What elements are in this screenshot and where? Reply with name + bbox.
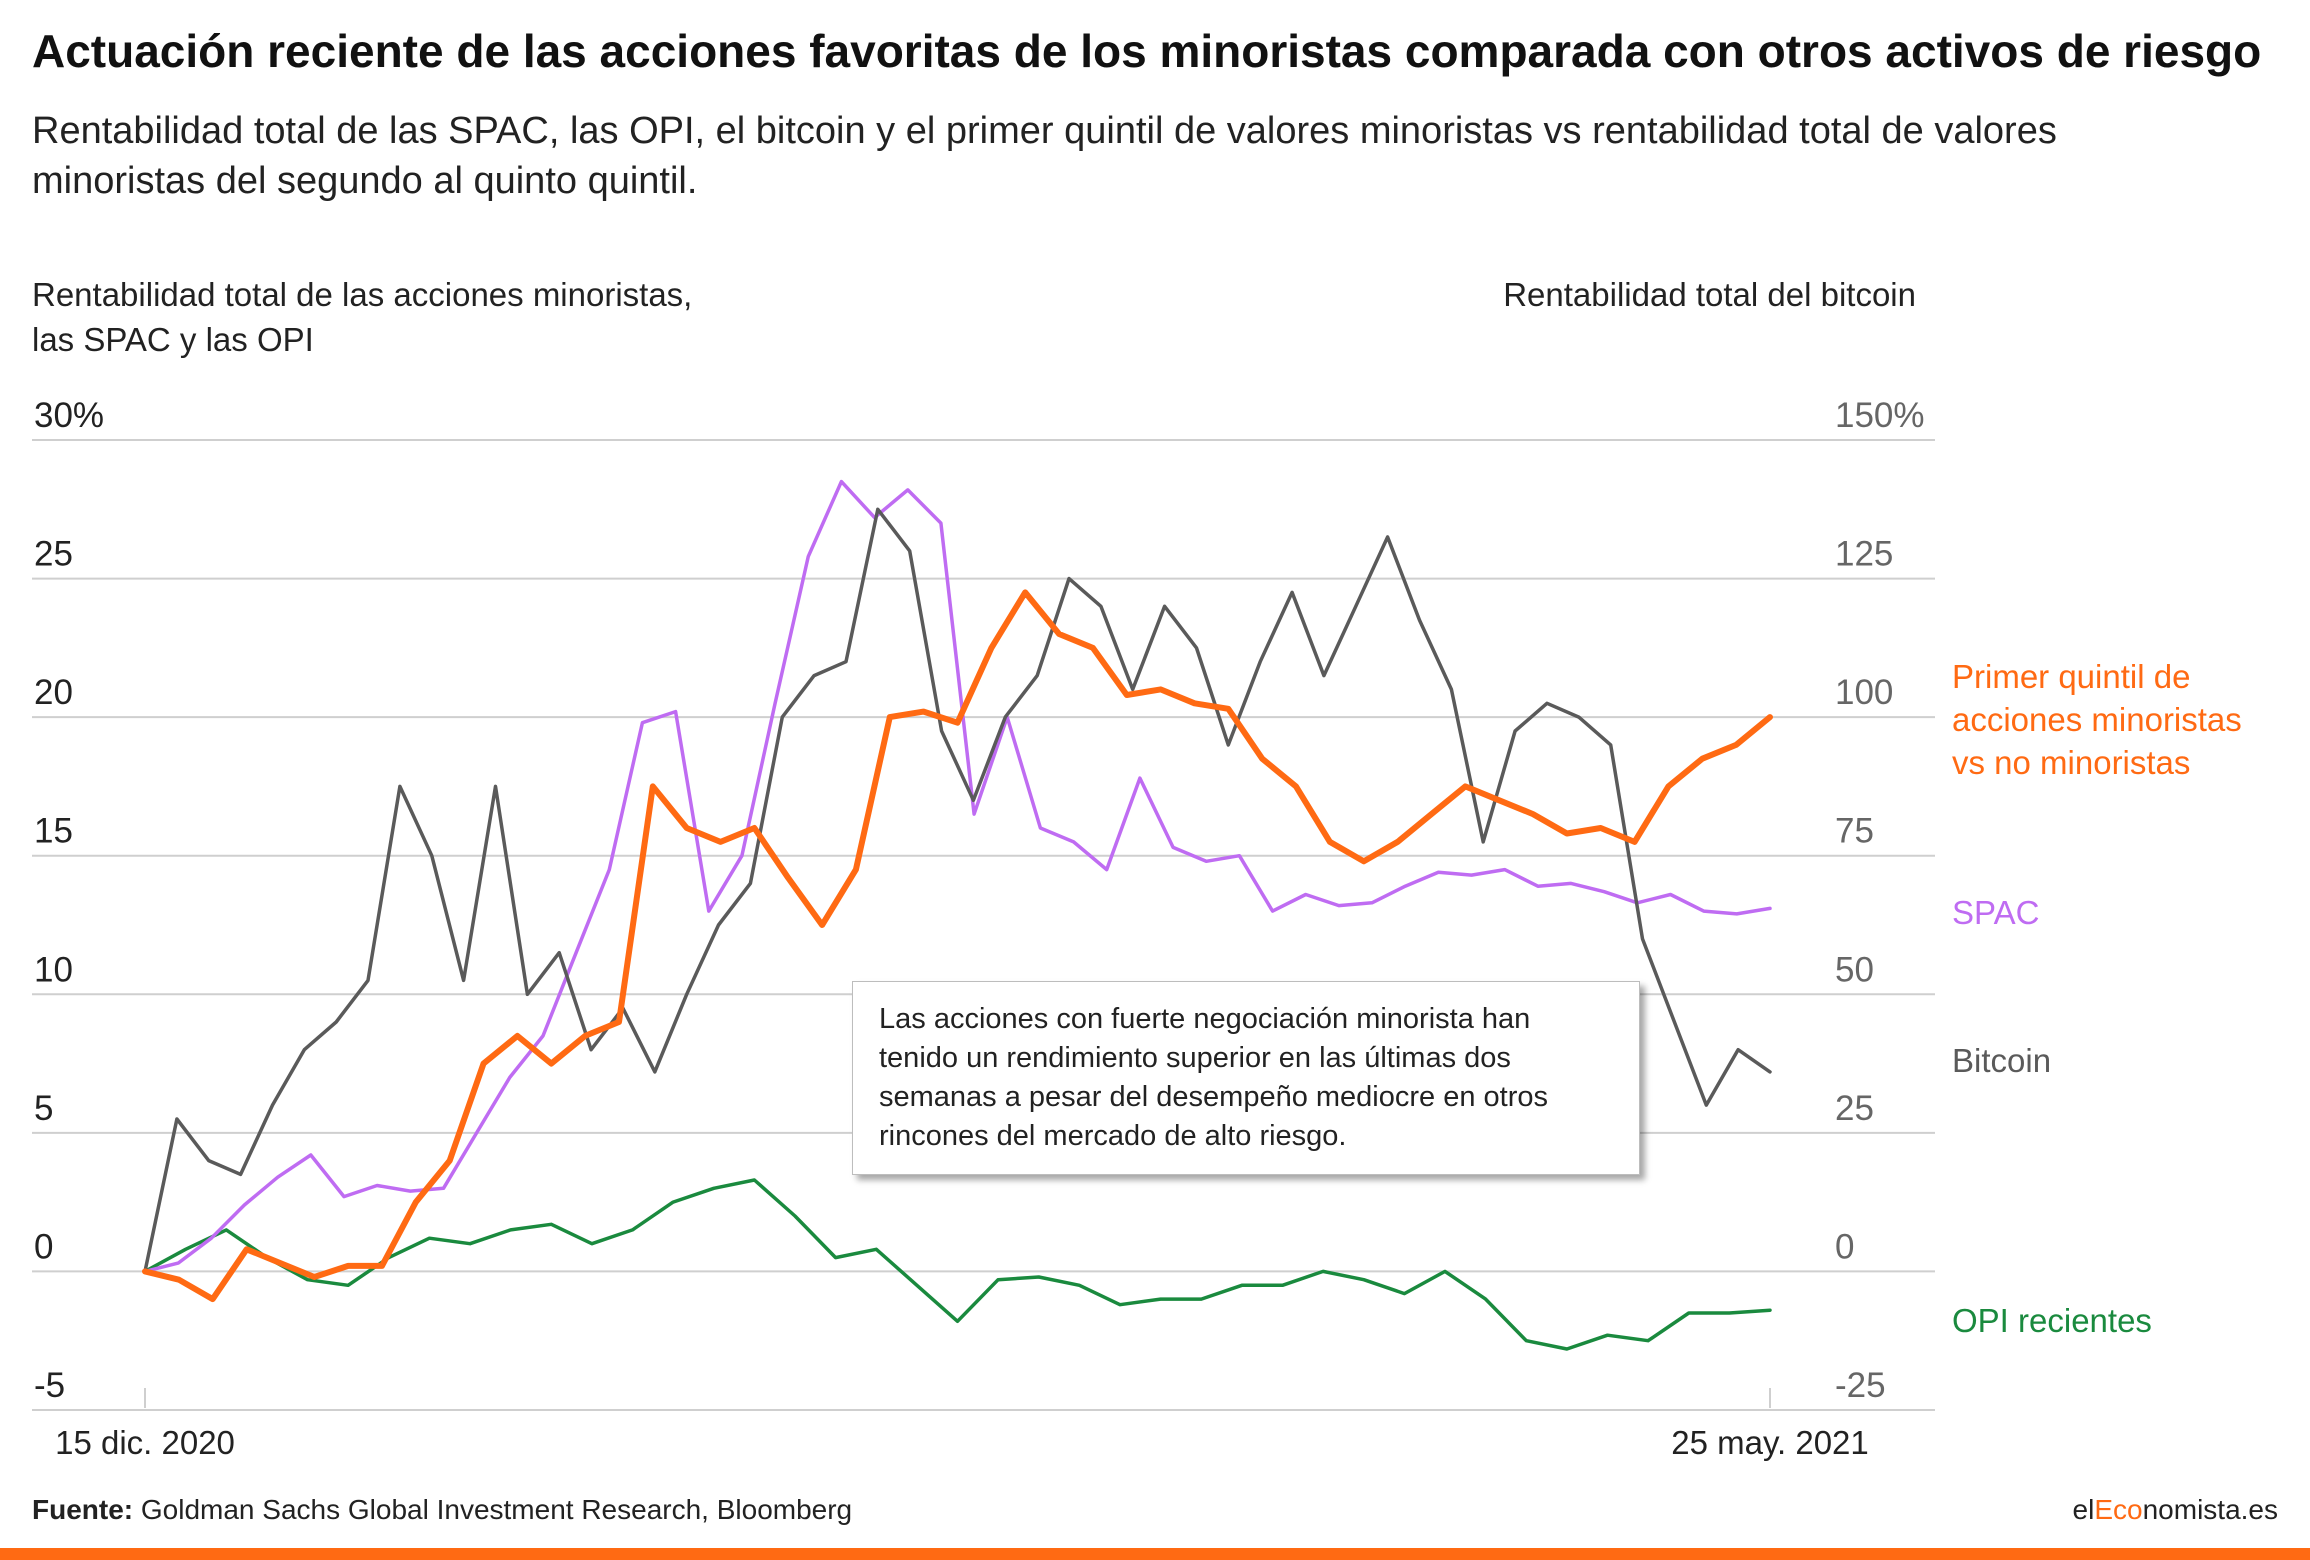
right-tick-label: 50 — [1835, 950, 1874, 989]
left-tick-label: -5 — [34, 1366, 65, 1405]
left-axis-title: Rentabilidad total de las acciones minor… — [32, 276, 693, 358]
right-tick-label: 75 — [1835, 812, 1874, 851]
source-note: Fuente: Goldman Sachs Global Investment … — [32, 1494, 852, 1526]
right-axis-title: Rentabilidad total del bitcoin — [1503, 276, 1916, 313]
series-line-primer — [142, 589, 1773, 1303]
series-label: SPAC — [1952, 894, 2039, 931]
right-tick-label: 100 — [1835, 673, 1893, 712]
brand-logo: elEconomista.es — [2073, 1494, 2278, 1526]
brand-part-1: el — [2072, 1494, 2095, 1525]
right-tick-label: 0 — [1835, 1227, 1854, 1266]
left-tick-label: 25 — [34, 535, 73, 574]
chart-title: Actuación reciente de las acciones favor… — [32, 25, 2262, 77]
right-tick-label: 150% — [1835, 396, 1925, 435]
left-tick-label: 20 — [34, 673, 73, 712]
series-lines — [142, 479, 1773, 1351]
left-tick-label: 10 — [34, 950, 73, 989]
left-tick-label: 0 — [34, 1227, 53, 1266]
left-tick-label: 5 — [34, 1089, 53, 1128]
series-label: Primer quintil de acciones minoristas vs n… — [1952, 658, 2242, 781]
source-text: Goldman Sachs Global Investment Research… — [133, 1494, 853, 1525]
annotation-box: Las acciones con fuerte negociación mino… — [852, 981, 1640, 1175]
right-tick-label: 125 — [1835, 535, 1893, 574]
x-end-label: 25 may. 2021 — [1671, 1424, 1869, 1461]
x-start-label: 15 dic. 2020 — [55, 1424, 235, 1461]
brand-part-2: Eco — [2094, 1494, 2143, 1525]
left-tick-label: 30% — [34, 396, 104, 435]
series-label: Bitcoin — [1952, 1042, 2051, 1079]
brand-part-3: nomista.es — [2142, 1494, 2278, 1525]
left-axis-ticks: -5 0 5 10 15 20 25 30% — [34, 396, 104, 1405]
grid-lines — [32, 439, 1935, 1411]
right-tick-label: -25 — [1835, 1366, 1886, 1405]
series-line-spac — [143, 479, 1772, 1274]
source-label: Fuente: — [32, 1494, 134, 1525]
series-line-opi — [143, 1178, 1772, 1351]
bottom-accent-bar — [0, 1548, 2310, 1560]
series-label: OPI recientes — [1952, 1302, 2152, 1339]
series-labels: Primer quintil de acciones minoristas vs n… — [1952, 658, 2242, 1339]
chart-subtitle: Rentabilidad total de las SPAC, las OPI,… — [32, 110, 2057, 202]
left-tick-label: 15 — [34, 812, 73, 851]
series-line-bitcoin — [143, 507, 1772, 1274]
x-axis: 15 dic. 2020 25 may. 2021 — [55, 1388, 1869, 1461]
right-axis-ticks: -25 0 25 50 75 100 125 150% — [1835, 396, 1925, 1405]
right-tick-label: 25 — [1835, 1089, 1874, 1128]
